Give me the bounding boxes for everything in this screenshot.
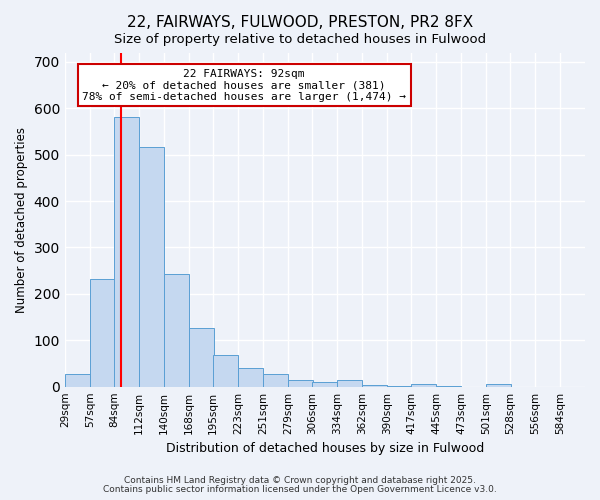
Text: Size of property relative to detached houses in Fulwood: Size of property relative to detached ho… (114, 32, 486, 46)
Bar (213, 355, 238, 386)
Bar (164, 274, 189, 386)
Bar (114, 118, 139, 386)
Y-axis label: Number of detached properties: Number of detached properties (15, 126, 28, 312)
Bar (90, 278, 115, 386)
Bar (263, 374, 288, 386)
X-axis label: Distribution of detached houses by size in Fulwood: Distribution of detached houses by size … (166, 442, 484, 455)
Bar (65, 374, 90, 386)
Bar (139, 146, 164, 386)
Bar (238, 368, 263, 386)
Bar (411, 384, 436, 386)
Text: Contains public sector information licensed under the Open Government Licence v3: Contains public sector information licen… (103, 484, 497, 494)
Bar (362, 385, 387, 386)
Bar (288, 380, 313, 386)
Bar (486, 384, 511, 386)
Text: 22 FAIRWAYS: 92sqm
← 20% of detached houses are smaller (381)
78% of semi-detach: 22 FAIRWAYS: 92sqm ← 20% of detached hou… (82, 68, 406, 102)
Bar (189, 328, 214, 386)
Bar (337, 380, 362, 386)
Bar (312, 382, 337, 386)
Text: Contains HM Land Registry data © Crown copyright and database right 2025.: Contains HM Land Registry data © Crown c… (124, 476, 476, 485)
Text: 22, FAIRWAYS, FULWOOD, PRESTON, PR2 8FX: 22, FAIRWAYS, FULWOOD, PRESTON, PR2 8FX (127, 15, 473, 30)
